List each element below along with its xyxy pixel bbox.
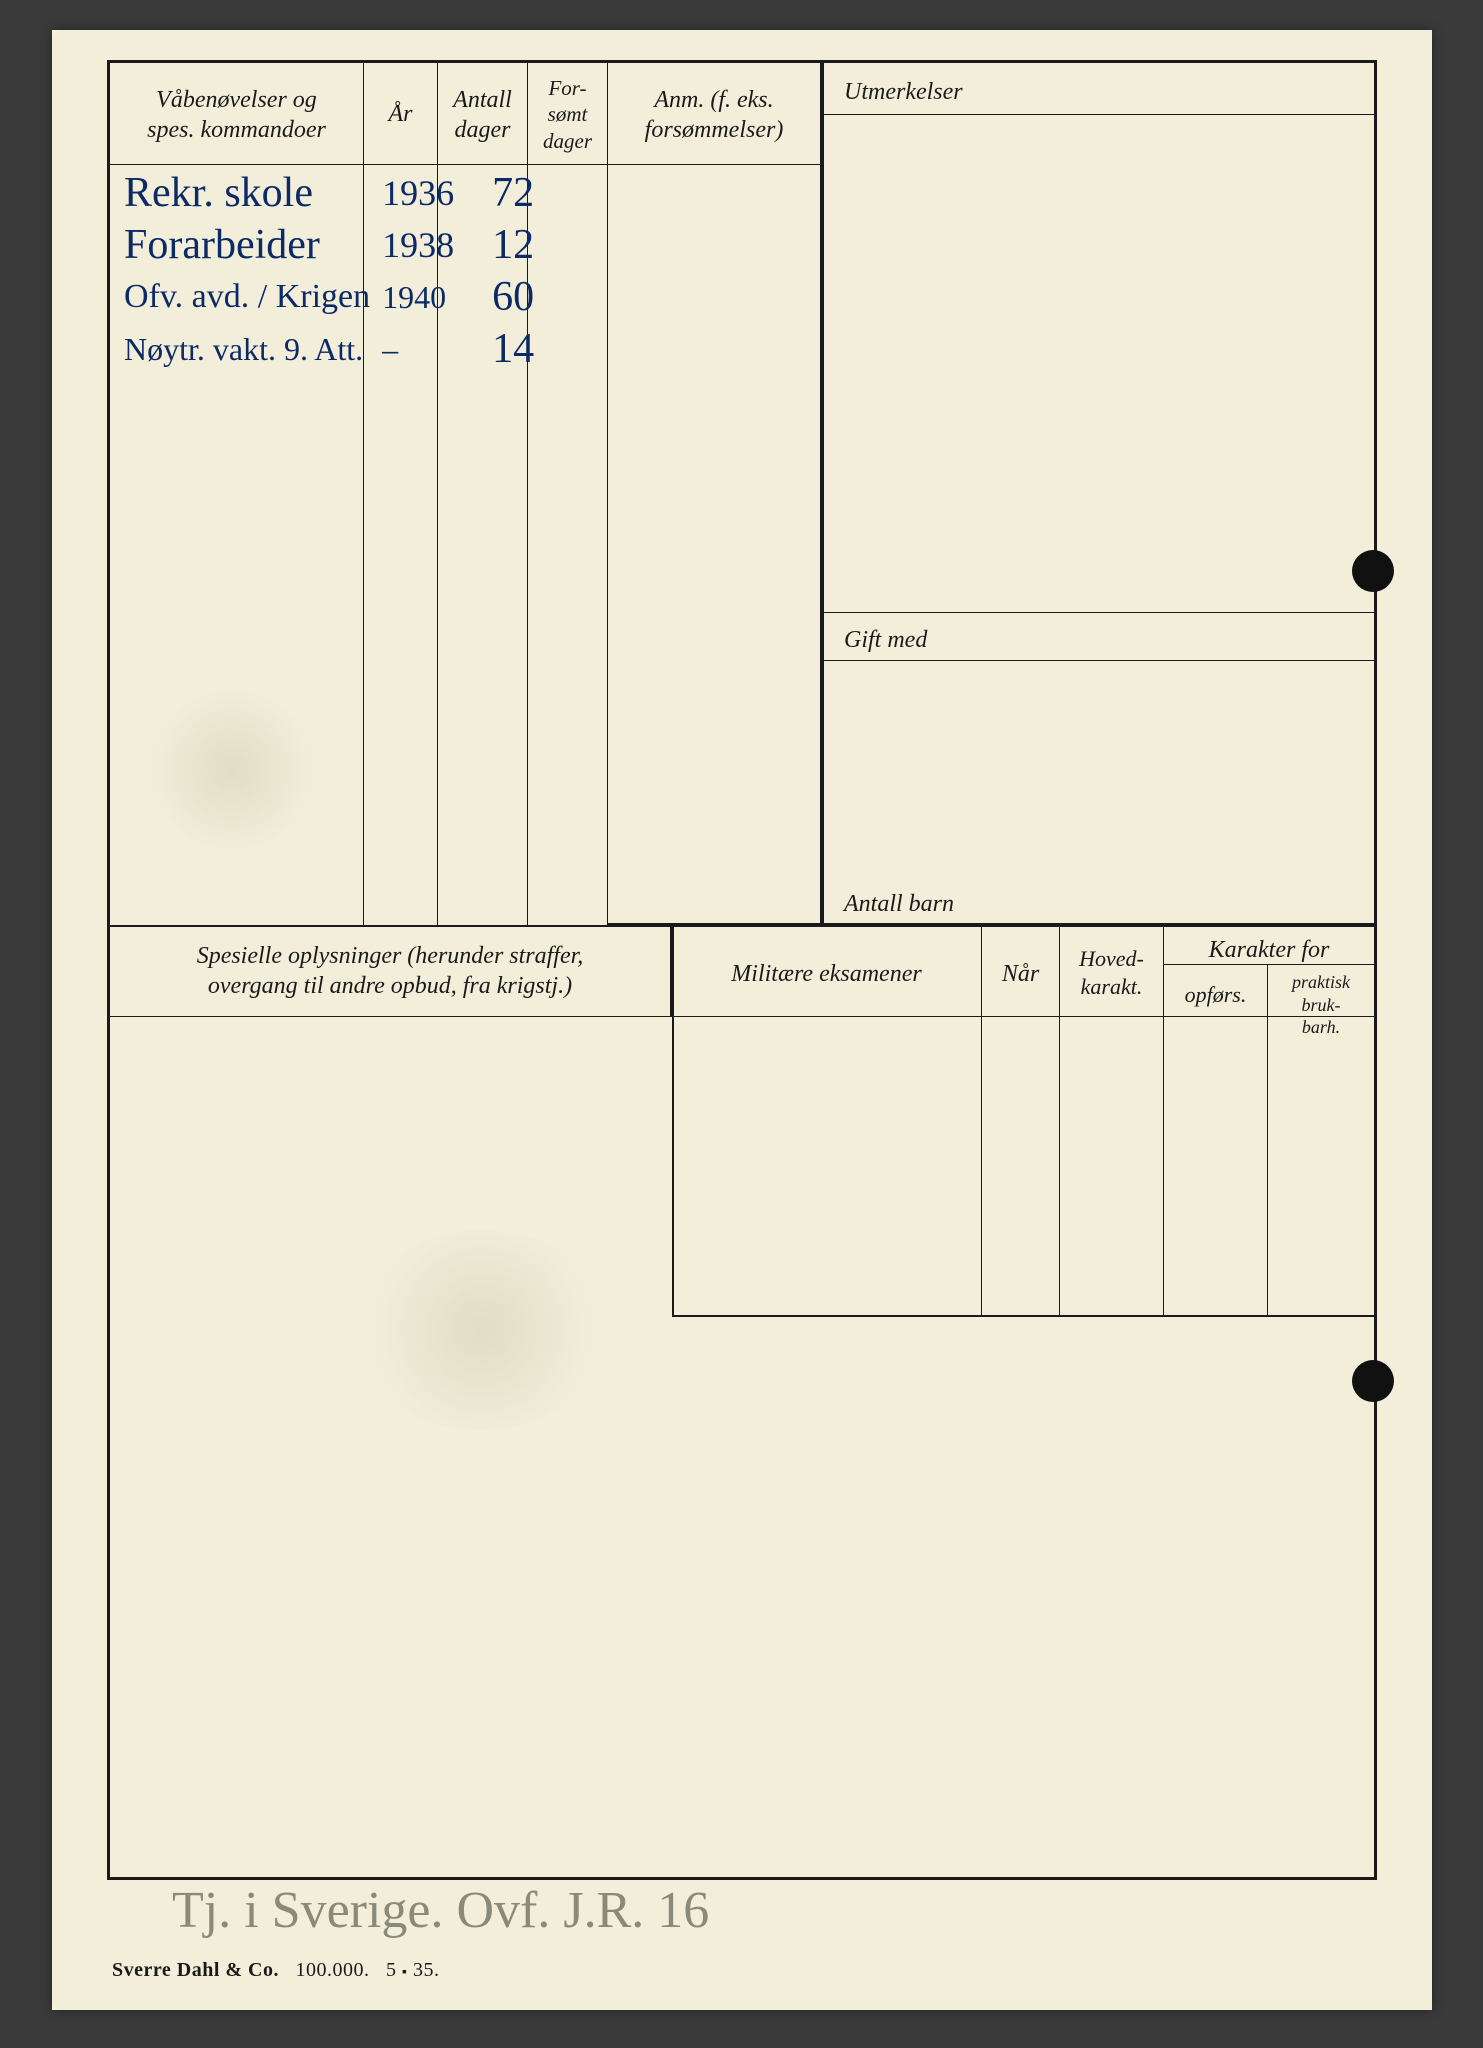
label: For- sømt dager xyxy=(543,69,592,154)
label: År xyxy=(389,69,413,129)
hdr-married: Gift med xyxy=(822,613,1374,661)
hdr-when: Når xyxy=(982,925,1060,1017)
printer-footer: Sverre Dahl & Co. 100.000. 5 ▪ 35. xyxy=(112,1959,439,1982)
label: Spesielle oplysninger (herunder straffer… xyxy=(197,931,584,1001)
hdr-practical: praktisk bruk- barh. xyxy=(1268,965,1374,1017)
hdr-conduct: opførs. xyxy=(1164,965,1268,1017)
entry-row: Rekr. skole 1936 72 xyxy=(118,167,564,219)
mil-col-conduct xyxy=(1164,1017,1268,1317)
label: Når xyxy=(1002,931,1039,989)
entry-year: 1938 xyxy=(376,219,462,271)
hdr-missed-days: For- sømt dager xyxy=(528,63,608,165)
hdr-year: År xyxy=(364,63,438,165)
married-body xyxy=(822,661,1374,875)
label: Utmerkelser xyxy=(844,69,963,107)
entry-row: Ofv. avd. / Krigen 1940 60 xyxy=(118,271,564,323)
punch-hole xyxy=(1352,1360,1394,1402)
entry-desc: Rekr. skole xyxy=(118,167,376,219)
entry-days: 14 xyxy=(462,323,564,375)
label: Militære eksamener xyxy=(731,931,921,989)
hdr-grade-for: Karakter for xyxy=(1164,925,1374,965)
hdr-mil-exams: Militære eksamener xyxy=(672,925,982,1017)
handwritten-entries: Rekr. skole 1936 72 Forarbeider 1938 12 … xyxy=(118,167,564,375)
form-outer-border: Våbenøvelser og spes. kommandoer År Anta… xyxy=(107,60,1377,1880)
label: Karakter for xyxy=(1209,931,1330,965)
hdr-main-grade: Hoved- karakt. xyxy=(1060,925,1164,1017)
label: Hoved- karakt. xyxy=(1079,931,1144,1000)
hdr-distinctions: Utmerkelser xyxy=(822,63,1374,115)
special-info-body xyxy=(110,1017,672,1877)
label: Anm. (f. eks. forsømmelser) xyxy=(645,69,784,145)
label: Gift med xyxy=(844,619,927,655)
entry-days: 12 xyxy=(462,219,564,271)
mil-col-practical xyxy=(1268,1017,1374,1317)
entry-desc: Forarbeider xyxy=(118,219,376,271)
col-remark xyxy=(608,165,822,925)
mil-col-exams xyxy=(672,1017,982,1317)
mil-col-grade xyxy=(1060,1017,1164,1317)
entry-year: – xyxy=(376,323,462,375)
label: opførs. xyxy=(1185,971,1247,1009)
entry-desc: Ofv. avd. / Krigen xyxy=(118,271,376,323)
hdr-exercises: Våbenøvelser og spes. kommandoer xyxy=(110,63,364,165)
entry-row: Forarbeider 1938 12 xyxy=(118,219,564,271)
entry-row: Nøytr. vakt. 9. Att. – 14 xyxy=(118,323,564,375)
label: Antall barn xyxy=(844,881,954,919)
label: Våbenøvelser og spes. kommandoer xyxy=(147,69,326,145)
punch-hole xyxy=(1352,550,1394,592)
hdr-special-info: Spesielle oplysninger (herunder straffer… xyxy=(110,925,672,1017)
distinctions-body xyxy=(822,115,1374,613)
mil-col-when xyxy=(982,1017,1060,1317)
hdr-num-days: Antall dager xyxy=(438,63,528,165)
entry-year: 1936 xyxy=(376,167,462,219)
entry-days: 60 xyxy=(462,271,564,323)
hdr-remarks: Anm. (f. eks. forsømmelser) xyxy=(608,63,822,165)
entry-desc: Nøytr. vakt. 9. Att. xyxy=(118,323,376,375)
entry-year: 1940 xyxy=(376,271,462,323)
label: Antall dager xyxy=(453,69,512,145)
pencil-annotation: Tj. i Sverige. Ovf. J.R. 16 xyxy=(172,1881,709,1940)
hdr-children: Antall barn xyxy=(822,875,1374,925)
entry-days: 72 xyxy=(462,167,564,219)
scanned-page: Våbenøvelser og spes. kommandoer År Anta… xyxy=(52,30,1432,2010)
